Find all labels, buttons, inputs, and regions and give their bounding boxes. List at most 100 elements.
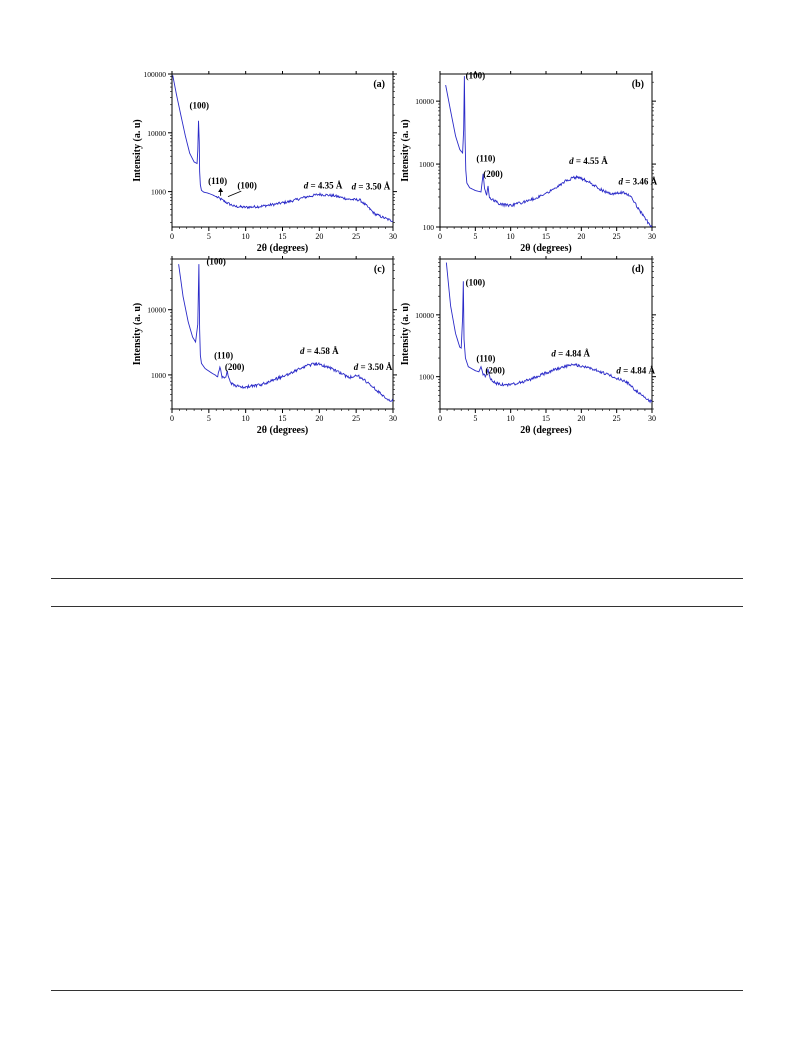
plot-frame: [439, 73, 653, 228]
d-spacing-value: = 4.35 Å: [308, 180, 343, 190]
x-tick-label: 15: [542, 414, 550, 423]
peak-annotation: (110): [476, 354, 495, 364]
x-axis-label: 2θ (degrees): [257, 243, 308, 254]
d-spacing-symbol: d: [619, 177, 624, 187]
x-tick-label: 0: [170, 414, 174, 423]
y-tick-label: 10000: [147, 129, 166, 138]
peak-annotation: (110): [208, 176, 227, 186]
d-spacing-value: = 4.84 Å: [556, 349, 591, 359]
d-spacing-value: = 3.46 Å: [623, 177, 658, 187]
x-tick-label: 15: [542, 232, 550, 241]
d-spacing-value: = 4.55 Å: [574, 156, 609, 166]
x-tick-label: 5: [473, 414, 477, 423]
x-tick-label: 25: [613, 232, 621, 241]
x-tick-label: 20: [577, 414, 585, 423]
plot-frame: [171, 258, 394, 410]
x-tick-label: 0: [438, 232, 442, 241]
y-tick-label: 100000: [144, 70, 167, 79]
d-spacing-symbol: d: [352, 182, 357, 192]
x-tick-label: 0: [170, 232, 174, 241]
annotation-leader-line: [227, 190, 242, 198]
series-line: [445, 262, 652, 404]
peak-annotation: (100): [206, 257, 226, 267]
peak-annotation: (110): [476, 153, 495, 163]
panel-label: (b): [632, 79, 644, 90]
peak-annotation: (200): [225, 362, 245, 372]
x-tick-label: 15: [279, 414, 287, 423]
x-axis-label: 2θ (degrees): [257, 425, 308, 436]
x-tick-label: 30: [648, 232, 656, 241]
peak-annotation: d = 4.55 Å: [569, 156, 608, 166]
chart-panel-2: 0 5 10 15 20 25 30 100 1000 10000 2θ (degrees) Inte…: [400, 70, 658, 254]
x-tick-label: 10: [242, 232, 250, 241]
x-tick-label: 5: [473, 232, 477, 241]
series-line: [445, 76, 652, 227]
y-axis-label: Intensity (a. u): [132, 303, 143, 366]
y-axis-label: Intensity (a. u): [400, 303, 411, 366]
y-tick-label: 1000: [419, 160, 434, 169]
panel-label: (a): [373, 79, 385, 90]
peak-annotation: (110): [214, 350, 233, 360]
footer-rule: [51, 990, 743, 991]
x-tick-label: 30: [389, 414, 397, 423]
annotation-arrow-head: [218, 188, 224, 193]
d-spacing-value: = 4.84 Å: [621, 366, 656, 376]
x-tick-label: 25: [613, 414, 621, 423]
xrd-figure: 0 5 10 15 20 25 30 1000 10000 100000 2θ (degrees) I…: [0, 0, 793, 460]
d-spacing-value: = 3.50 Å: [358, 362, 393, 372]
plot-frame: [171, 73, 394, 228]
peak-annotation: (200): [485, 366, 505, 376]
peak-annotation: d = 3.50 Å: [354, 362, 393, 372]
series-line: [172, 75, 393, 223]
y-tick-label: 10000: [415, 97, 434, 106]
y-tick-label: 10000: [415, 311, 434, 320]
panel-label: (c): [374, 264, 385, 275]
d-spacing-symbol: d: [300, 346, 305, 356]
y-tick-label: 1000: [419, 373, 434, 382]
x-tick-label: 25: [352, 414, 360, 423]
peak-annotation: d = 4.35 Å: [304, 180, 343, 190]
x-tick-label: 0: [438, 414, 442, 423]
x-tick-label: 10: [507, 232, 515, 241]
series-line: [178, 264, 393, 402]
x-tick-label: 10: [507, 414, 515, 423]
y-axis-label: Intensity (a. u): [132, 119, 143, 182]
table-top-rule: [51, 578, 743, 579]
peak-annotation: d = 4.58 Å: [300, 346, 339, 356]
y-tick-label: 100: [423, 223, 435, 232]
x-axis-label: 2θ (degrees): [520, 243, 571, 254]
peak-annotation: (100): [237, 180, 257, 190]
x-tick-label: 20: [577, 232, 585, 241]
x-tick-label: 30: [648, 414, 656, 423]
chart-panel-3: 0 5 10 15 20 25 30 1000 10000 2θ (degrees) Intensi…: [132, 256, 397, 436]
x-tick-label: 15: [279, 232, 287, 241]
y-axis-label: Intensity (a. u): [400, 119, 411, 182]
peak-annotation: d = 4.84 Å: [616, 366, 655, 376]
chart-panel-4: 0 5 10 15 20 25 30 1000 10000 2θ (degrees) Intensi…: [400, 256, 656, 436]
peak-annotation: d = 3.46 Å: [619, 177, 658, 187]
d-spacing-symbol: d: [354, 362, 359, 372]
d-spacing-symbol: d: [616, 366, 621, 376]
peak-annotation: d = 3.50 Å: [352, 182, 391, 192]
peak-annotation: d = 4.84 Å: [551, 349, 590, 359]
d-spacing-symbol: d: [551, 349, 556, 359]
chart-panel-1: 0 5 10 15 20 25 30 1000 10000 100000 2θ (degrees) I…: [132, 70, 397, 254]
peak-annotation: (200): [483, 169, 503, 179]
x-tick-label: 10: [242, 414, 250, 423]
d-spacing-symbol: d: [304, 180, 309, 190]
peak-annotation: (100): [466, 70, 486, 80]
peak-annotation: (100): [190, 100, 210, 110]
x-axis-label: 2θ (degrees): [520, 425, 571, 436]
table-header-rule: [51, 606, 743, 607]
x-tick-label: 20: [315, 414, 323, 423]
d-spacing-value: = 3.50 Å: [356, 182, 391, 192]
x-tick-label: 20: [315, 232, 323, 241]
d-spacing-value: = 4.58 Å: [305, 346, 340, 356]
d-spacing-symbol: d: [569, 156, 574, 166]
panel-label: (d): [632, 264, 644, 275]
x-tick-label: 30: [389, 232, 397, 241]
peak-annotation: (100): [466, 277, 486, 287]
y-tick-label: 10000: [147, 306, 166, 315]
x-tick-label: 5: [207, 414, 211, 423]
